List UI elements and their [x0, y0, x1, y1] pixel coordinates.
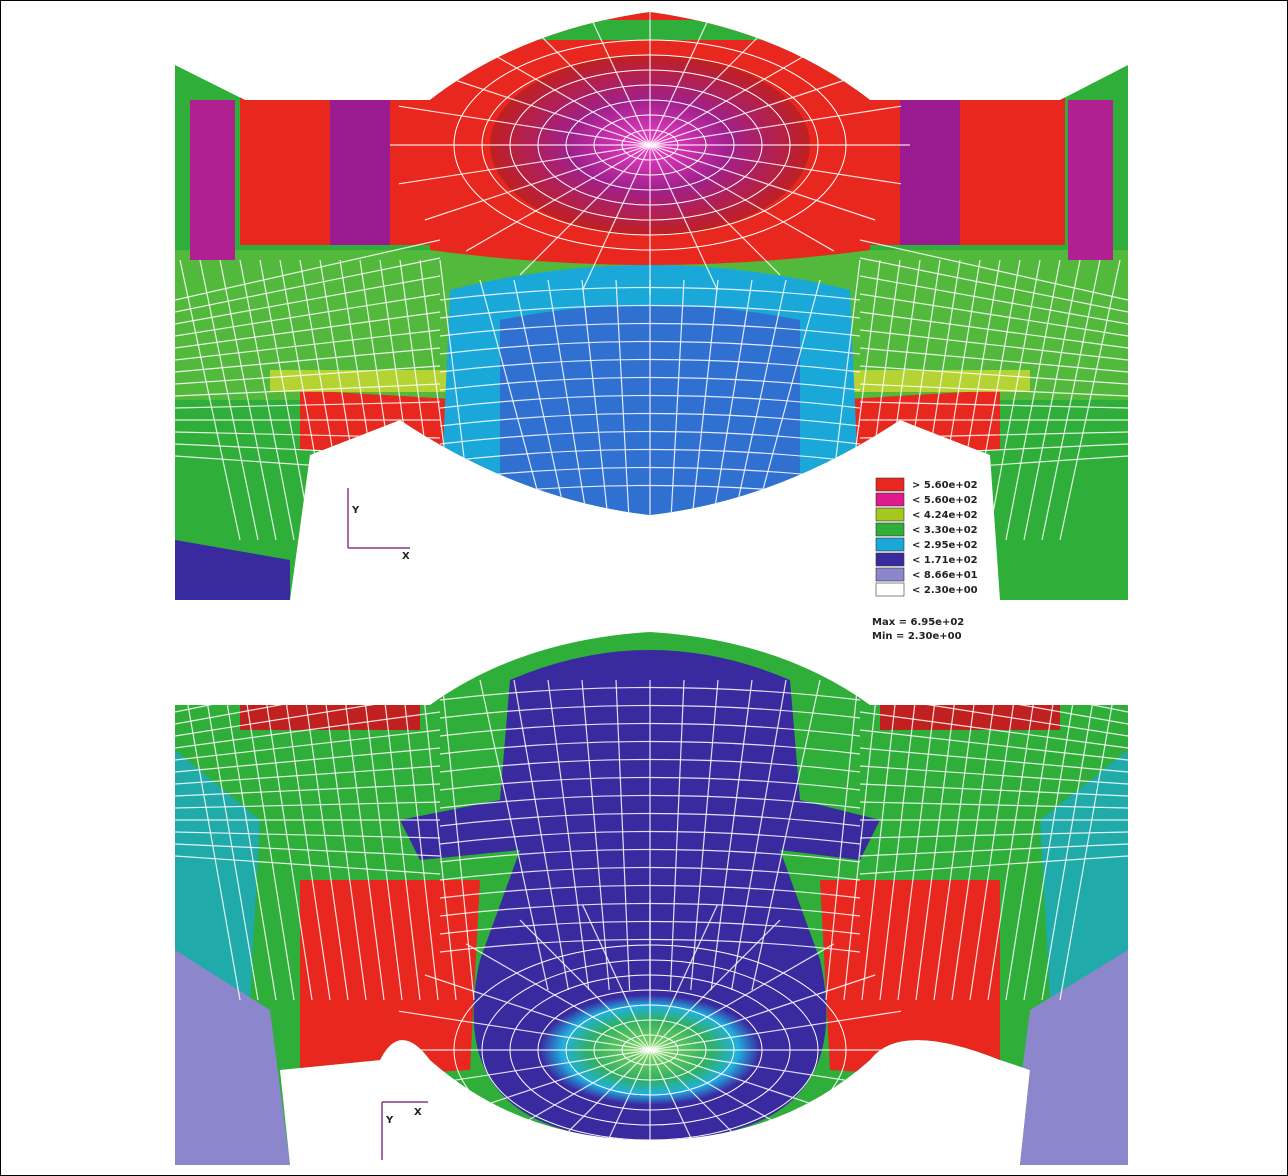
legend-label: > 5.60e+02 — [912, 480, 978, 491]
legend-swatch — [876, 538, 904, 551]
mesh-line — [860, 658, 1128, 712]
legend-swatch — [876, 508, 904, 521]
legend-label: < 8.66e+01 — [912, 570, 978, 581]
figure: Y X Y X > 5.60e+02 < 5.60e+02 < 4.24e+02 < … — [0, 0, 1288, 1176]
page: Y X Y X > 5.60e+02 < 5.60e+02 < 4.24e+02 < … — [0, 0, 1288, 1176]
max-label: Max = 6.95e+02 — [872, 617, 964, 628]
min-label: Min = 2.30e+00 — [872, 631, 962, 642]
top-axis-triad — [348, 488, 410, 548]
legend-label: < 2.95e+02 — [912, 540, 978, 551]
mesh-line — [175, 640, 440, 700]
axis-label: X — [414, 1107, 422, 1118]
legend-swatch — [876, 478, 904, 491]
legend-swatch — [876, 553, 904, 566]
legend-swatch — [876, 493, 904, 506]
axis-label: Y — [351, 505, 360, 516]
legend-label: < 1.71e+02 — [912, 555, 978, 566]
legend-label: < 3.30e+02 — [912, 525, 978, 536]
axis-label: X — [402, 551, 410, 562]
legend-label: < 2.30e+00 — [912, 585, 978, 596]
legend-label: < 5.60e+02 — [912, 495, 978, 506]
axis-label: Y — [385, 1115, 394, 1126]
legend-label: < 4.24e+02 — [912, 510, 978, 521]
legend-swatch — [876, 583, 904, 596]
legend-swatch — [876, 523, 904, 536]
legend-swatch — [876, 568, 904, 581]
mesh-line — [860, 640, 1128, 700]
mesh-line — [175, 658, 440, 712]
legend: > 5.60e+02 < 5.60e+02 < 4.24e+02 < 3.30e+02… — [876, 478, 978, 596]
